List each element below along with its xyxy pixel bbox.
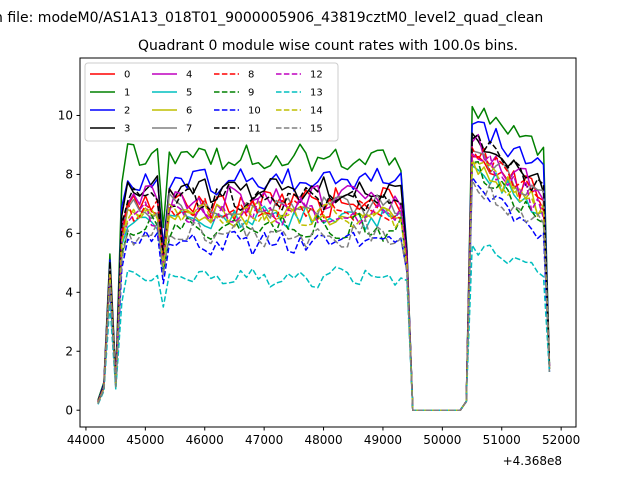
x-tick-label-45000: 45000: [126, 433, 164, 447]
series-line-9: [97, 161, 551, 411]
x-tick-label-49000: 49000: [364, 433, 402, 447]
legend-label-4: 4: [186, 70, 192, 81]
x-tick-label-46000: 46000: [186, 433, 224, 447]
series-line-11: [97, 133, 551, 411]
axes-frame: [79, 57, 577, 428]
series-line-6: [97, 158, 551, 411]
series-line-8: [97, 147, 551, 411]
legend-label-13: 13: [310, 88, 323, 99]
axis-ticks: 44000 45000 46000 47000 48000 49000 50000 51000…: [58, 109, 581, 447]
x-tick-label-52000: 52000: [542, 433, 580, 447]
legend-label-2: 2: [124, 106, 130, 117]
legend-label-12: 12: [310, 70, 323, 81]
legend-label-11: 11: [248, 124, 261, 135]
series-line-15: [97, 179, 551, 411]
figure-suptitle: n file: modeM0/AS1A13_018T01_9000005906_…: [0, 10, 543, 26]
y-tick-label-8: 8: [65, 168, 73, 182]
x-tick-label-48000: 48000: [304, 433, 342, 447]
legend-label-9: 9: [248, 88, 254, 99]
series-line-5: [97, 164, 551, 411]
series-line-1: [97, 105, 551, 411]
y-tick-label-6: 6: [65, 227, 73, 241]
plot-area: [97, 105, 551, 411]
y-tick-label-0: 0: [65, 403, 73, 417]
x-offset-label: +4.368e8: [503, 454, 562, 468]
legend-label-10: 10: [248, 106, 261, 117]
series-line-3: [97, 132, 551, 411]
legend-label-6: 6: [186, 106, 192, 117]
y-tick-label-4: 4: [65, 286, 73, 300]
chart-title: Quadrant 0 module wise count rates with …: [138, 38, 518, 54]
legend-label-1: 1: [124, 88, 130, 99]
series-line-14: [97, 161, 551, 411]
x-tick-label-51000: 51000: [483, 433, 521, 447]
x-tick-label-50000: 50000: [423, 433, 461, 447]
x-tick-label-47000: 47000: [245, 433, 283, 447]
series-line-13: [97, 244, 551, 411]
legend-label-5: 5: [186, 88, 192, 99]
legend-label-0: 0: [124, 70, 130, 81]
y-tick-label-10: 10: [58, 109, 73, 123]
legend-label-8: 8: [248, 70, 254, 81]
legend-label-14: 14: [310, 106, 323, 117]
legend-box: [84, 62, 339, 142]
x-tick-label-44000: 44000: [67, 433, 105, 447]
legend-label-15: 15: [310, 124, 323, 135]
series-line-2: [97, 120, 551, 411]
legend-label-3: 3: [124, 124, 130, 135]
series-line-12: [97, 153, 551, 411]
legend-label-7: 7: [186, 124, 192, 135]
y-tick-label-2: 2: [65, 344, 73, 358]
